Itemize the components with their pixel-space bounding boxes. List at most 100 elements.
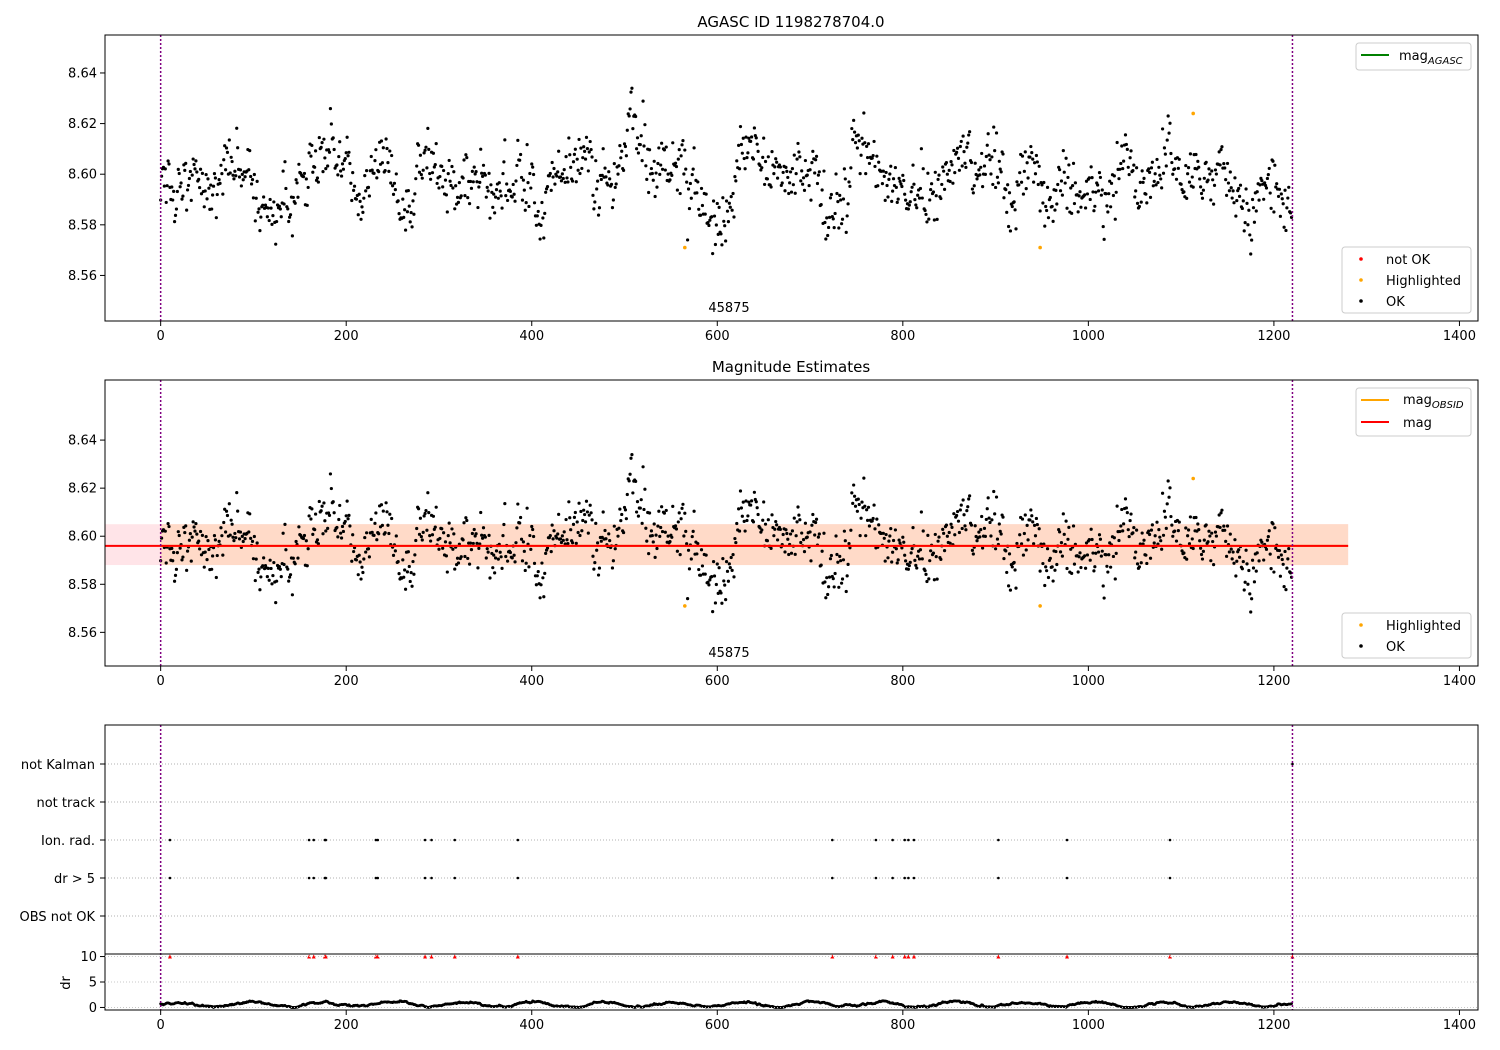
ok-point bbox=[535, 214, 539, 218]
ok-point bbox=[992, 489, 996, 494]
ok-point bbox=[258, 588, 262, 592]
ok-point bbox=[1186, 534, 1190, 538]
ok-point bbox=[1169, 151, 1173, 156]
ok-point bbox=[176, 530, 180, 534]
ok-point bbox=[814, 154, 819, 158]
ok-point bbox=[1004, 549, 1008, 553]
ok-point bbox=[716, 591, 720, 595]
ok-point bbox=[1100, 188, 1104, 192]
ok-point bbox=[763, 159, 768, 164]
ok-point bbox=[1198, 539, 1202, 543]
ok-point bbox=[1133, 556, 1137, 560]
ok-point bbox=[900, 546, 904, 550]
ok-point bbox=[189, 198, 193, 203]
ok-point bbox=[1255, 190, 1259, 194]
ok-point bbox=[331, 500, 335, 504]
ok-point bbox=[544, 190, 548, 194]
ok-point bbox=[749, 139, 753, 144]
ok-point bbox=[1164, 164, 1168, 168]
ok-point bbox=[1123, 497, 1128, 501]
ok-point bbox=[1131, 531, 1135, 535]
ok-point bbox=[549, 188, 553, 193]
ok-point bbox=[882, 174, 886, 178]
ok-point bbox=[470, 169, 474, 173]
ok-point bbox=[1094, 551, 1098, 555]
ok-point bbox=[1097, 171, 1102, 175]
ok-point bbox=[513, 560, 517, 564]
ok-point bbox=[726, 579, 731, 583]
ok-point bbox=[523, 208, 527, 212]
ok-point bbox=[1166, 114, 1170, 118]
ok-point bbox=[477, 185, 481, 189]
ok-point bbox=[583, 157, 588, 161]
ok-point bbox=[1156, 180, 1160, 185]
ok-point bbox=[617, 164, 621, 168]
ok-point bbox=[472, 527, 476, 532]
ok-point bbox=[717, 566, 721, 570]
ok-point bbox=[1089, 165, 1093, 169]
ok-point bbox=[779, 183, 783, 188]
y-tick-label: 8.56 bbox=[68, 626, 97, 641]
ok-point bbox=[232, 538, 236, 543]
ok-point bbox=[921, 167, 925, 171]
ok-point bbox=[383, 168, 387, 173]
ok-point bbox=[710, 574, 714, 579]
ok-point bbox=[484, 195, 488, 199]
ok-point bbox=[832, 585, 836, 589]
ok-point bbox=[1060, 193, 1064, 197]
ok-point bbox=[365, 169, 369, 173]
ok-point bbox=[936, 177, 940, 182]
ok-point bbox=[1083, 206, 1088, 210]
ok-point bbox=[462, 521, 466, 525]
ok-point bbox=[993, 185, 998, 190]
ok-point bbox=[480, 171, 484, 175]
legend-not-ok: not OK bbox=[1386, 253, 1431, 268]
ok-point bbox=[1264, 186, 1269, 190]
ok-point bbox=[281, 531, 285, 535]
ok-point bbox=[901, 173, 905, 177]
ok-point bbox=[192, 525, 196, 529]
ok-point bbox=[897, 176, 901, 180]
ok-point bbox=[839, 559, 843, 563]
flag-point bbox=[516, 838, 520, 842]
ok-point bbox=[197, 539, 201, 543]
ok-point bbox=[851, 138, 855, 142]
ok-point bbox=[324, 529, 328, 533]
ok-point bbox=[265, 574, 269, 579]
ok-point bbox=[549, 550, 553, 554]
ok-point bbox=[1071, 524, 1076, 528]
ok-point bbox=[219, 163, 223, 167]
ok-point bbox=[1230, 557, 1234, 561]
ok-point bbox=[1267, 529, 1271, 533]
ok-point bbox=[565, 538, 569, 542]
ok-point bbox=[238, 530, 243, 534]
ok-point bbox=[426, 491, 430, 495]
ok-point bbox=[680, 143, 684, 147]
ok-point bbox=[421, 530, 425, 535]
ok-point bbox=[335, 163, 339, 167]
ok-point bbox=[964, 528, 968, 532]
ok-point bbox=[360, 205, 364, 209]
ok-point bbox=[834, 172, 838, 176]
ok-point bbox=[921, 529, 925, 533]
ok-point bbox=[590, 155, 594, 159]
ok-point bbox=[1237, 548, 1241, 552]
ok-point bbox=[1098, 175, 1103, 180]
ok-point bbox=[772, 172, 776, 176]
dr-y-tick-label: 5 bbox=[89, 976, 97, 991]
ok-point bbox=[440, 527, 444, 531]
ok-point bbox=[650, 533, 654, 538]
ok-point bbox=[572, 152, 577, 156]
ok-point bbox=[211, 193, 215, 197]
ok-point bbox=[1023, 513, 1027, 517]
ok-point bbox=[229, 155, 233, 159]
ok-point bbox=[754, 136, 758, 140]
ok-point bbox=[531, 172, 536, 177]
flag-point bbox=[423, 876, 427, 880]
ok-point bbox=[1225, 161, 1230, 166]
ok-point bbox=[450, 527, 454, 531]
ok-point bbox=[895, 200, 899, 204]
ok-point bbox=[307, 151, 311, 155]
ok-point bbox=[1025, 523, 1029, 527]
